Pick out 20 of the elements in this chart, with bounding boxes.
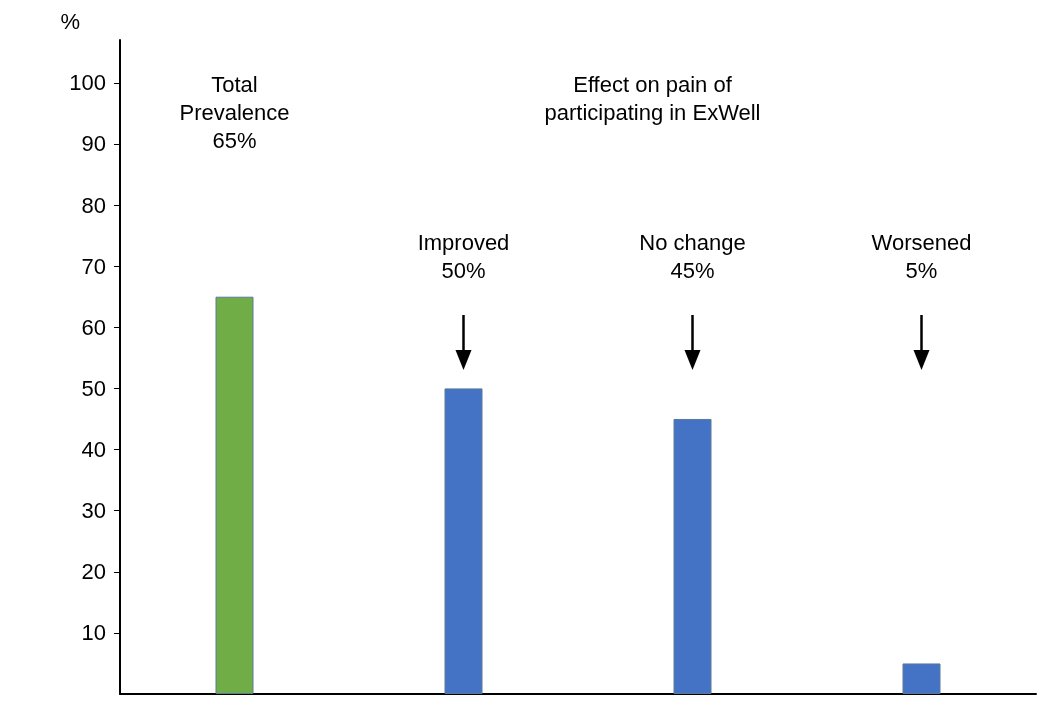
bar bbox=[902, 663, 941, 694]
bar bbox=[673, 418, 712, 694]
y-tick-label: 100 bbox=[69, 70, 106, 96]
annotation: Total Prevalence 65% bbox=[179, 71, 290, 153]
y-tick-label: 20 bbox=[81, 559, 106, 585]
y-tick-label: 30 bbox=[81, 498, 106, 524]
annotation: Worsened 5% bbox=[871, 229, 972, 283]
annotation: No change 45% bbox=[639, 229, 746, 283]
y-tick-label: 60 bbox=[81, 314, 106, 340]
annotation: Effect on pain of participating in ExWell bbox=[544, 71, 761, 125]
annotation: Improved 50% bbox=[417, 229, 510, 283]
y-tick-label: 40 bbox=[81, 437, 106, 463]
y-tick-label: 90 bbox=[81, 131, 106, 157]
y-tick-label: 80 bbox=[81, 192, 106, 218]
y-axis-title: % bbox=[60, 8, 80, 34]
y-tick-label: 10 bbox=[81, 620, 106, 646]
y-tick-label: 70 bbox=[81, 253, 106, 279]
bar bbox=[215, 296, 254, 694]
bar bbox=[444, 388, 483, 694]
y-tick-label: 50 bbox=[81, 375, 106, 401]
